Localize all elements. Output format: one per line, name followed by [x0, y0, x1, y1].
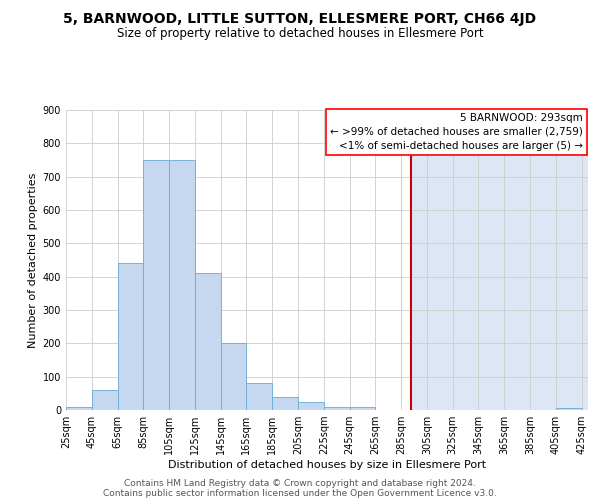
Bar — [556, 408, 581, 410]
Y-axis label: Number of detached properties: Number of detached properties — [28, 172, 38, 348]
Text: Contains public sector information licensed under the Open Government Licence v3: Contains public sector information licen… — [103, 488, 497, 498]
Bar — [412, 110, 588, 410]
Bar — [350, 406, 376, 410]
Text: Contains HM Land Registry data © Crown copyright and database right 2024.: Contains HM Land Registry data © Crown c… — [124, 478, 476, 488]
Bar — [169, 160, 195, 410]
Bar — [143, 160, 169, 410]
Text: Size of property relative to detached houses in Ellesmere Port: Size of property relative to detached ho… — [116, 28, 484, 40]
Bar — [324, 406, 350, 410]
X-axis label: Distribution of detached houses by size in Ellesmere Port: Distribution of detached houses by size … — [168, 460, 486, 470]
Text: 5 BARNWOOD: 293sqm
← >99% of detached houses are smaller (2,759)
<1% of semi-det: 5 BARNWOOD: 293sqm ← >99% of detached ho… — [330, 113, 583, 151]
Bar — [247, 384, 272, 410]
Bar — [66, 406, 92, 410]
Text: 5, BARNWOOD, LITTLE SUTTON, ELLESMERE PORT, CH66 4JD: 5, BARNWOOD, LITTLE SUTTON, ELLESMERE PO… — [64, 12, 536, 26]
Bar — [195, 274, 221, 410]
Bar — [92, 390, 118, 410]
Bar — [298, 402, 324, 410]
Bar — [118, 264, 143, 410]
Bar — [272, 396, 298, 410]
Bar — [221, 344, 247, 410]
